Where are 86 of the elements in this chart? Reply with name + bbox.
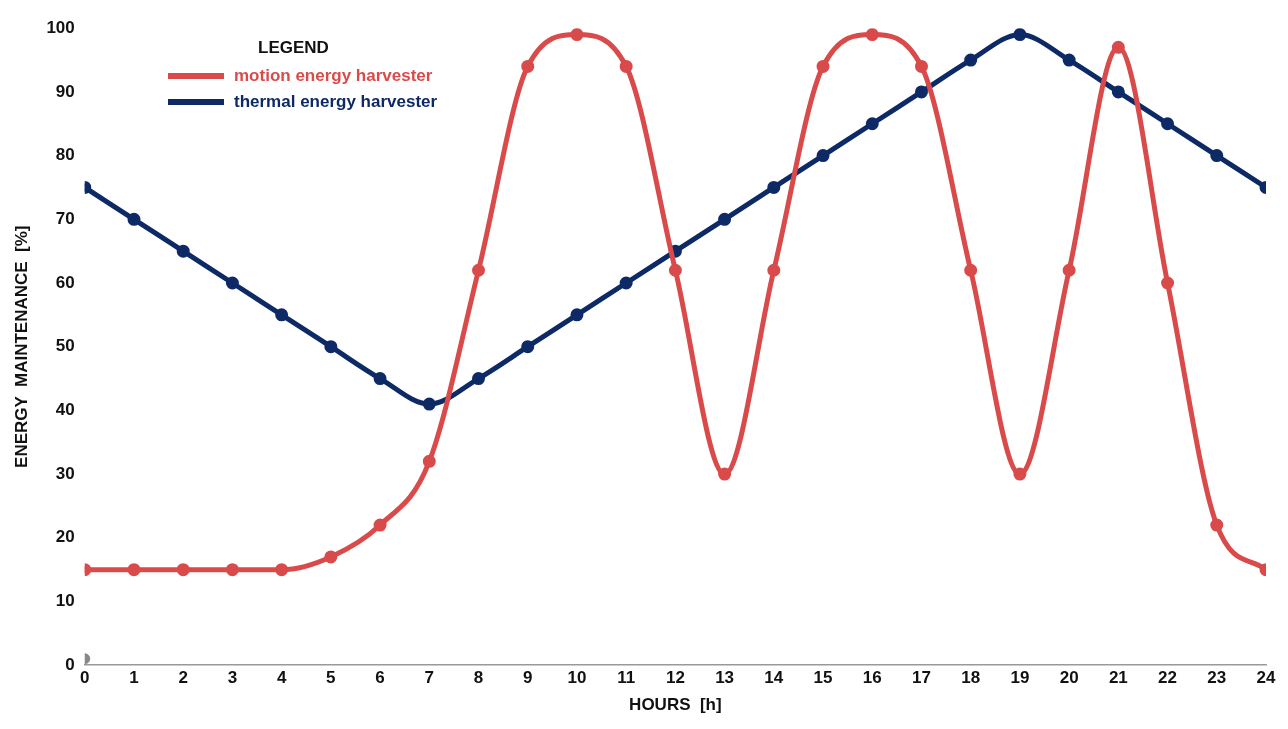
point — [865, 117, 879, 131]
point — [1062, 263, 1076, 277]
point — [718, 467, 732, 481]
x-tick-label: 17 — [912, 668, 931, 688]
point — [570, 28, 584, 42]
point — [619, 59, 633, 73]
legend-label: thermal energy harvester — [234, 92, 438, 112]
point — [767, 263, 781, 277]
point — [1013, 467, 1027, 481]
point — [373, 518, 387, 532]
point — [225, 276, 239, 290]
point — [1062, 53, 1076, 67]
point — [324, 550, 338, 564]
x-tick-label: 20 — [1059, 668, 1079, 688]
point — [275, 563, 289, 577]
point — [1161, 276, 1175, 290]
x-tick-label: 0 — [80, 668, 90, 688]
x-tick-label: 21 — [1108, 668, 1128, 688]
y-tick-label: 60 — [55, 272, 75, 292]
point — [373, 372, 387, 386]
point — [422, 454, 436, 468]
point — [865, 28, 879, 42]
x-tick-label: 22 — [1158, 668, 1178, 688]
point — [324, 340, 338, 354]
point — [914, 59, 928, 73]
y-tick-label: 80 — [55, 145, 75, 165]
x-tick-label: 10 — [567, 668, 587, 688]
point — [472, 263, 486, 277]
point — [1210, 149, 1224, 163]
x-tick-label: 12 — [665, 668, 685, 688]
x-tick-label: 14 — [764, 668, 784, 688]
x-tick-label: 11 — [617, 668, 636, 688]
point — [964, 53, 978, 67]
x-tick-label: 8 — [473, 668, 484, 688]
point — [521, 59, 535, 73]
legend-label: motion energy harvester — [234, 66, 433, 86]
x-tick-label: 23 — [1207, 668, 1227, 688]
point — [668, 263, 682, 277]
point — [619, 276, 633, 290]
point — [275, 308, 289, 322]
x-tick-label: 18 — [961, 668, 981, 688]
point — [1161, 117, 1175, 131]
y-tick-label: 90 — [55, 81, 75, 101]
point — [1111, 40, 1125, 54]
point — [127, 563, 141, 577]
x-tick-label: 13 — [715, 668, 735, 688]
y-tick-label: 40 — [55, 400, 75, 420]
y-tick-label: 50 — [55, 336, 75, 356]
x-tick-label: 15 — [813, 668, 833, 688]
point — [1210, 518, 1224, 532]
point — [718, 212, 732, 226]
point — [521, 340, 535, 354]
point — [127, 212, 141, 226]
x-tick-label: 16 — [862, 668, 882, 688]
point — [816, 149, 830, 163]
point — [964, 263, 978, 277]
y-tick-label: 30 — [55, 463, 75, 483]
point — [225, 563, 239, 577]
x-axis-title: HOURS [h] — [629, 695, 722, 715]
x-tick-label: 4 — [276, 668, 287, 688]
point — [767, 180, 781, 194]
x-tick-label: 9 — [522, 668, 533, 688]
y-tick-label: 70 — [55, 208, 75, 228]
point — [176, 244, 190, 258]
x-tick-label: 5 — [326, 668, 336, 688]
y-axis-title: ENERGY MAINTENANCE [%] — [11, 225, 31, 468]
x-tick-label: 2 — [178, 668, 188, 688]
point — [422, 397, 436, 411]
point — [1111, 85, 1125, 99]
point — [176, 563, 190, 577]
y-tick-label: 100 — [46, 17, 75, 37]
y-tick-label: 20 — [55, 527, 75, 547]
point — [570, 308, 584, 322]
point — [914, 85, 928, 99]
point — [1013, 28, 1027, 42]
legend-title: LEGEND — [258, 38, 330, 58]
x-tick-label: 7 — [424, 668, 435, 688]
point — [816, 59, 830, 73]
x-tick-label: 19 — [1010, 668, 1030, 688]
x-tick-label: 24 — [1256, 668, 1276, 688]
y-tick-label: 10 — [55, 591, 75, 611]
x-tick-label: 6 — [375, 668, 385, 688]
x-tick-label: 3 — [227, 668, 238, 688]
x-tick-label: 1 — [129, 668, 139, 688]
y-tick-label: 0 — [65, 654, 75, 674]
point — [472, 372, 486, 386]
